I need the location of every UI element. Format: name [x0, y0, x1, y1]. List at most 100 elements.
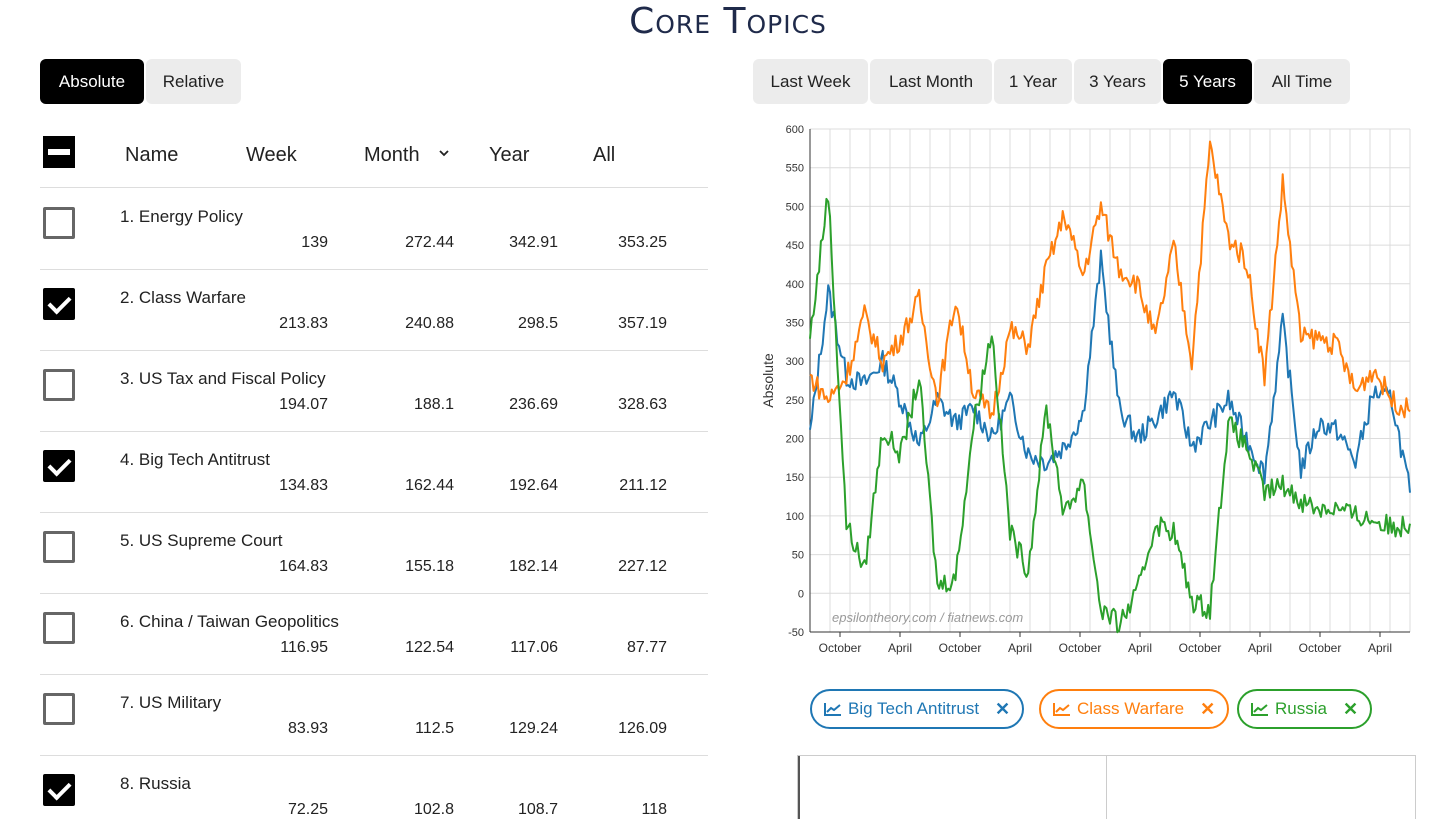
y-tick-label: 600 [786, 124, 804, 136]
row-month-value: 122.54 [405, 639, 454, 656]
close-icon[interactable]: ✕ [1200, 698, 1216, 719]
panel-divider [1106, 756, 1107, 819]
row-year-value: 108.7 [517, 801, 558, 818]
row-month-value: 272.44 [405, 234, 454, 251]
row-month-value: 112.5 [415, 720, 454, 737]
y-tick-label: 150 [786, 472, 804, 484]
table-row[interactable]: 7. US Military 83.93 112.5 129.24 126.09 [40, 675, 708, 756]
row-name: 1. Energy Policy [120, 207, 243, 226]
series-line-russia [809, 197, 1411, 634]
col-year-header[interactable]: Year [489, 144, 530, 166]
row-name: 3. US Tax and Fiscal Policy [120, 369, 326, 388]
row-all-value: 353.25 [618, 234, 667, 251]
last-week-button[interactable]: Last Week [753, 59, 868, 104]
row-checkbox[interactable] [43, 774, 75, 806]
row-checkbox[interactable] [43, 531, 75, 563]
absolute-button[interactable]: Absolute [40, 59, 144, 104]
row-month-value: 102.8 [413, 801, 454, 818]
row-month-value: 188.1 [413, 396, 454, 413]
col-all-header[interactable]: All [593, 144, 616, 166]
3-years-button[interactable]: 3 Years [1074, 59, 1161, 104]
series-line-class-warfare [809, 140, 1411, 420]
row-checkbox[interactable] [43, 693, 75, 725]
chevron-down-icon[interactable] [439, 150, 449, 158]
panel-edge [798, 756, 800, 819]
row-week-value: 116.95 [280, 639, 328, 656]
row-month-value: 240.88 [405, 315, 454, 332]
last-month-button[interactable]: Last Month [870, 59, 992, 104]
close-icon[interactable]: ✕ [995, 698, 1011, 719]
row-checkbox[interactable] [43, 288, 75, 320]
table-row[interactable]: 8. Russia 72.25 102.8 108.7 118 [40, 756, 708, 819]
y-axis-label: Absolute [760, 353, 776, 408]
x-tick-label: October [1059, 641, 1102, 655]
5-years-button[interactable]: 5 Years [1163, 59, 1252, 104]
line-chart: -50 0 50 100 150 200 250 300 350 400 450 500 550 600 A… [760, 124, 1411, 655]
table-row[interactable]: 2. Class Warfare 213.83 240.88 298.5 357.19 [40, 270, 708, 351]
line-chart-icon [824, 703, 841, 716]
x-tick-label: October [939, 641, 982, 655]
row-all-value: 126.09 [618, 720, 667, 737]
legend-chip-big-tech-antitrust[interactable]: Big Tech Antitrust ✕ [810, 689, 1025, 729]
row-checkbox[interactable] [43, 369, 75, 401]
row-week-value: 194.07 [279, 396, 328, 413]
legend-label: Russia [1275, 699, 1327, 718]
line-chart-icon [1053, 703, 1070, 716]
x-tick-label: April [1248, 641, 1272, 655]
table-row[interactable]: 6. China / Taiwan Geopolitics 116.95 122.5… [40, 594, 708, 675]
row-week-value: 83.93 [287, 720, 328, 737]
row-all-value: 227.12 [618, 558, 667, 575]
row-year-value: 182.14 [509, 558, 558, 575]
table-row[interactable]: 5. US Supreme Court 164.83 155.18 182.14 227… [40, 513, 708, 594]
col-name-header[interactable]: Name [125, 144, 179, 166]
col-week-header[interactable]: Week [246, 144, 297, 166]
select-all-checkbox[interactable] [43, 136, 75, 168]
y-tick-label: 400 [786, 279, 804, 291]
row-checkbox[interactable] [43, 207, 75, 239]
row-name: 8. Russia [120, 774, 191, 793]
row-checkbox[interactable] [43, 450, 75, 482]
series-line-big-tech-antitrust [809, 249, 1411, 493]
row-year-value: 236.69 [509, 396, 558, 413]
row-month-value: 155.18 [405, 558, 454, 575]
row-year-value: 298.5 [517, 315, 558, 332]
table-row[interactable]: 4. Big Tech Antitrust 134.83 162.44 192.64 2… [40, 432, 708, 513]
y-tick-label: 550 [786, 163, 804, 175]
y-tick-label: 500 [786, 201, 804, 213]
table-row[interactable]: 3. US Tax and Fiscal Policy 194.07 188.1 23… [40, 351, 708, 432]
1-year-button[interactable]: 1 Year [994, 59, 1072, 104]
row-all-value: 328.63 [618, 396, 667, 413]
row-checkbox[interactable] [43, 612, 75, 644]
all-time-button[interactable]: All Time [1254, 59, 1350, 104]
row-month-value: 162.44 [405, 477, 454, 494]
y-tick-label: 250 [786, 395, 804, 407]
line-chart-icon [1251, 703, 1268, 716]
legend-chip-class-warfare[interactable]: Class Warfare ✕ [1039, 689, 1230, 729]
col-month-header[interactable]: Month [364, 144, 420, 166]
y-tick-label: -50 [788, 627, 804, 639]
row-name: 4. Big Tech Antitrust [120, 450, 270, 469]
relative-button[interactable]: Relative [146, 59, 241, 104]
legend-label: Class Warfare [1077, 699, 1185, 718]
row-year-value: 129.24 [509, 720, 558, 737]
x-tick-label: April [1368, 641, 1392, 655]
table-header: Name Week Month Year All [40, 128, 708, 188]
close-icon[interactable]: ✕ [1342, 698, 1359, 719]
table-row[interactable]: 1. Energy Policy 139 272.44 342.91 353.25 [40, 189, 708, 270]
row-all-value: 87.77 [626, 639, 667, 656]
y-tick-label: 300 [786, 356, 804, 368]
x-tick-label: October [1299, 641, 1342, 655]
y-tick-label: 0 [798, 588, 804, 600]
row-week-value: 72.25 [287, 801, 328, 818]
row-year-value: 117.06 [510, 639, 558, 656]
x-tick-label: October [1179, 641, 1222, 655]
y-tick-label: 100 [786, 511, 804, 523]
row-all-value: 118 [641, 801, 667, 818]
row-name: 2. Class Warfare [120, 288, 246, 307]
row-year-value: 192.64 [509, 477, 558, 494]
legend-chip-russia[interactable]: Russia ✕ [1237, 689, 1373, 729]
x-tick-label: April [1008, 641, 1032, 655]
row-week-value: 139 [301, 234, 328, 251]
x-tick-label: April [888, 641, 912, 655]
row-name: 6. China / Taiwan Geopolitics [120, 612, 339, 631]
